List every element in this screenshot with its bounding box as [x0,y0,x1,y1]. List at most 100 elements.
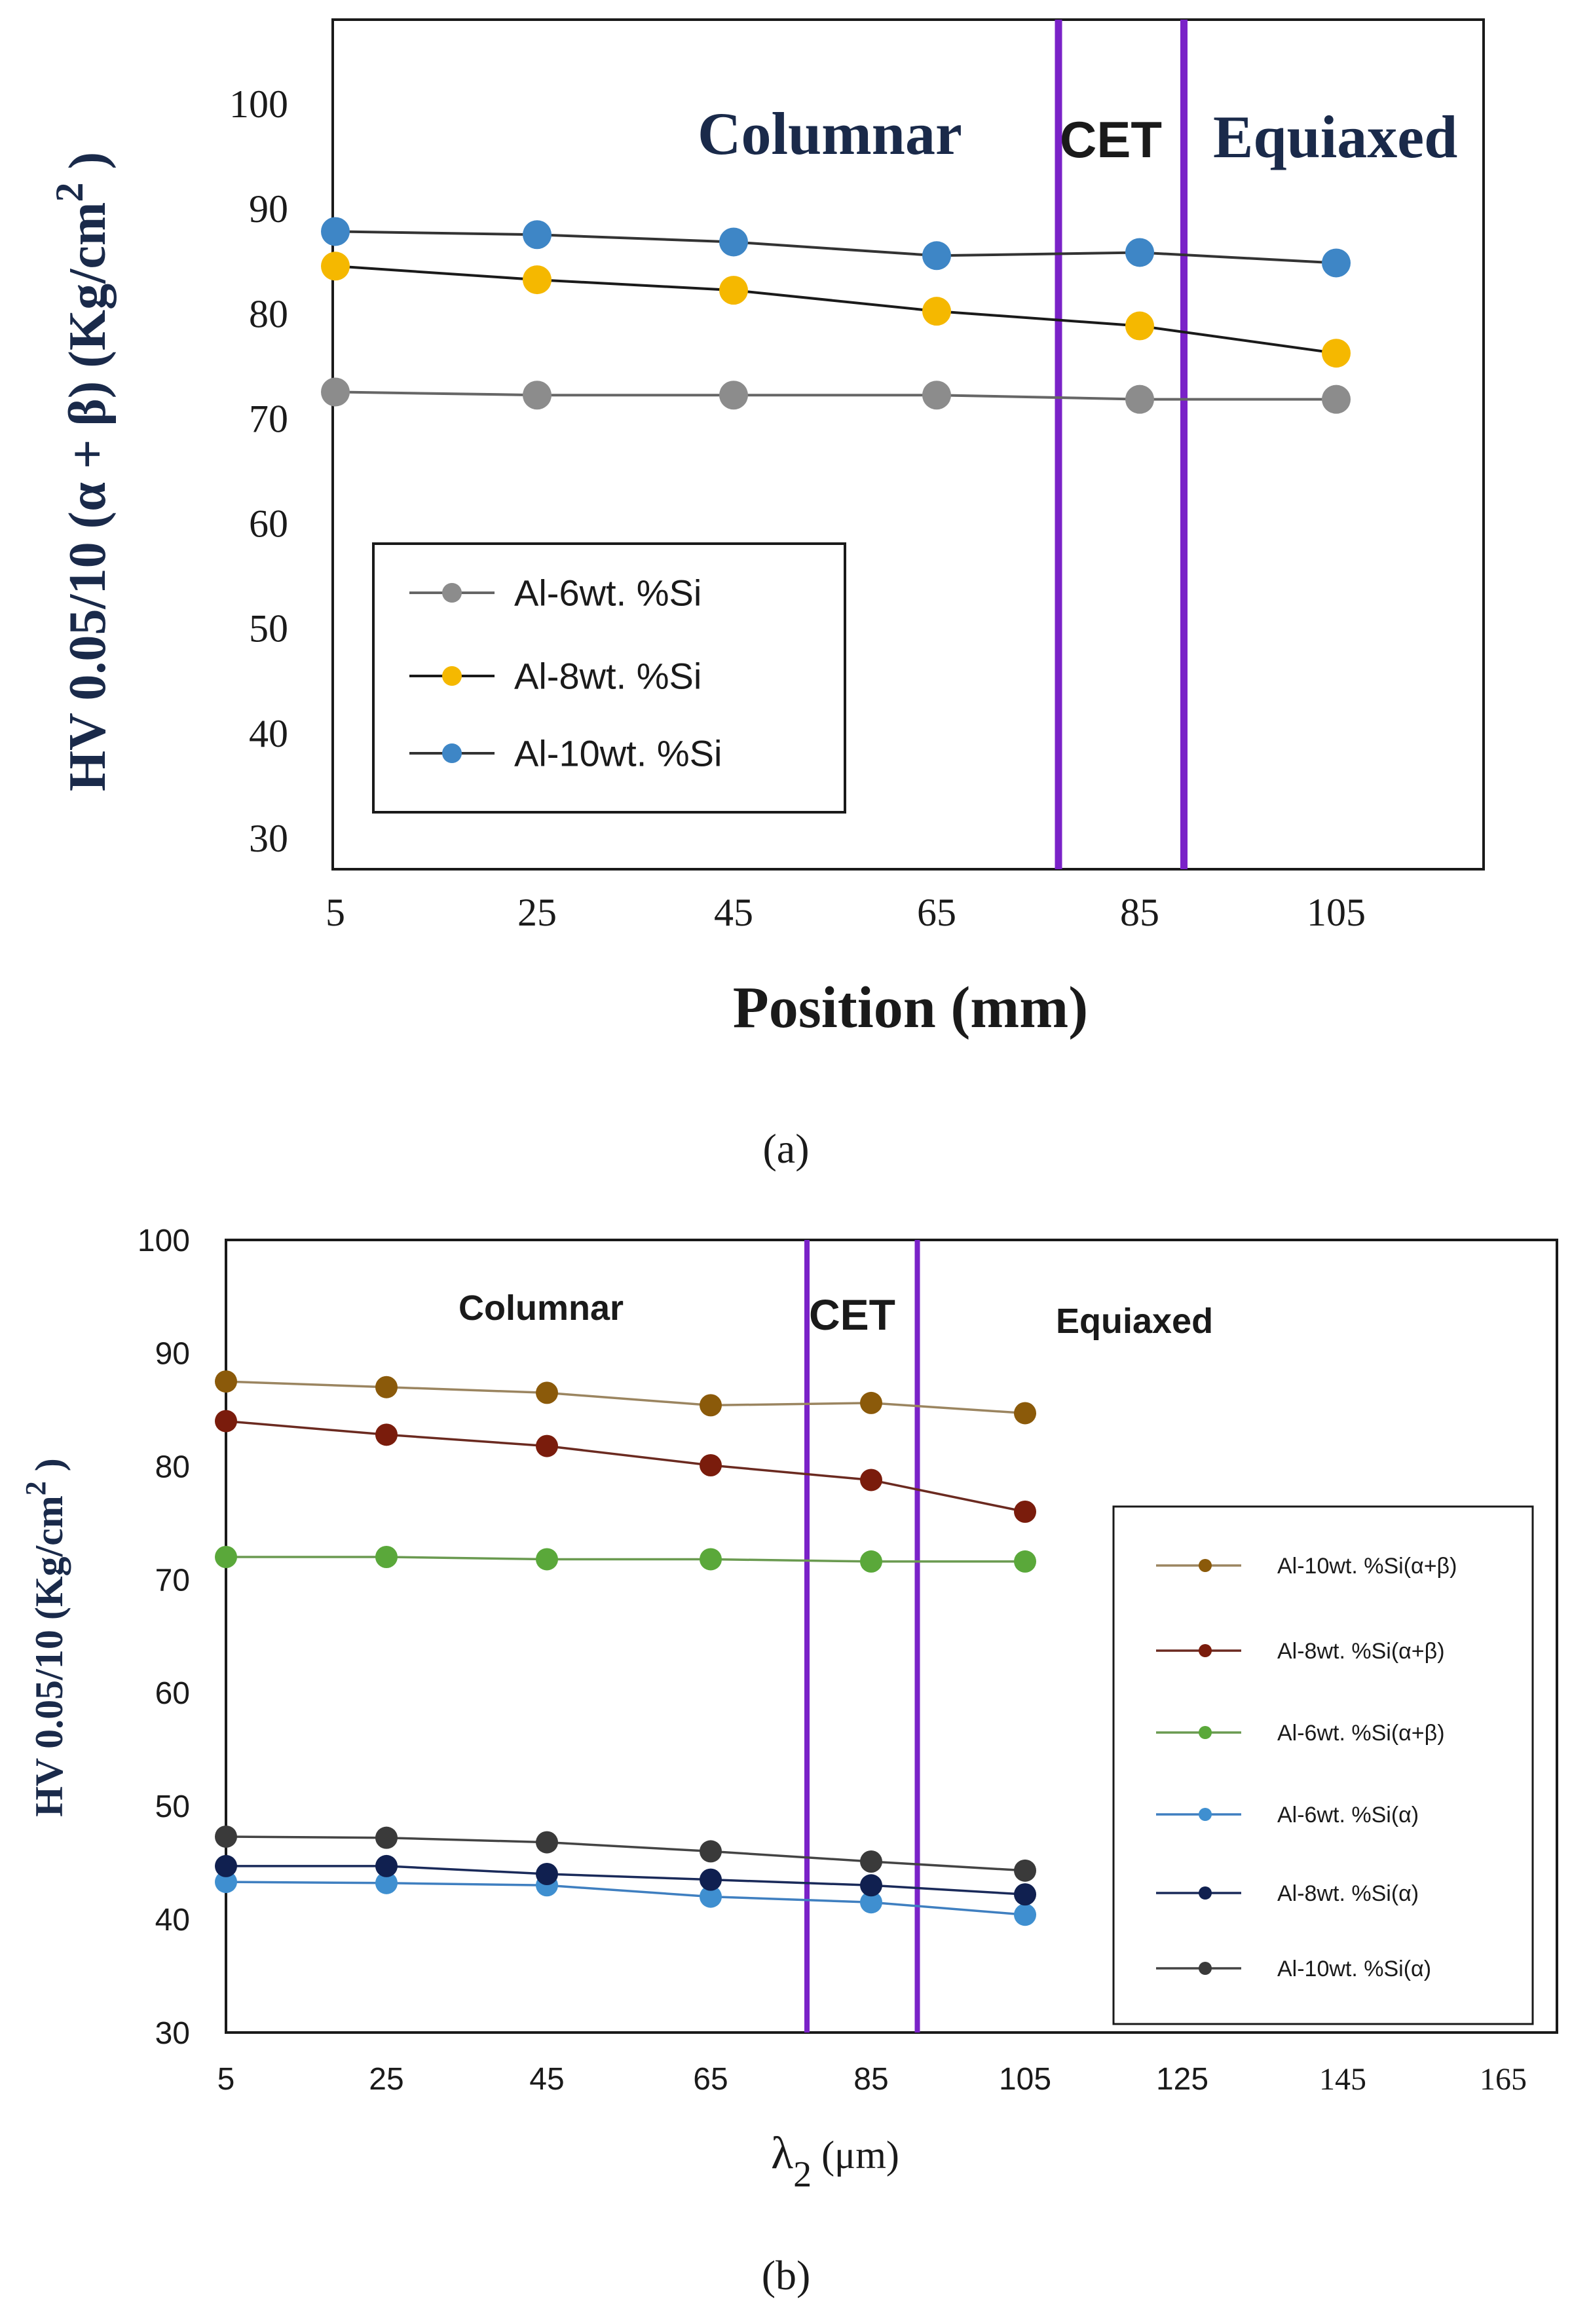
data-point-a-al-6wt-si-65 [922,381,951,410]
y-tick-label-a-30: 30 [249,817,288,860]
y-axis-label-a: HV 0.05/10 (α + β) (Kg/cm2 ) [48,152,117,791]
x-tick-label-a-105: 105 [1307,891,1366,934]
data-point-a-al-10wt-si-65 [922,241,951,271]
y-axis-label-b-main: HV 0.05/10 (Kg/cm [28,1495,71,1817]
legend-label-b-al-6wt-si: Al-6wt. %Si(α+β) [1277,1721,1445,1746]
data-point-b-al-8wt-si-45 [536,1434,558,1457]
series-line-b-al-6wt-si [226,1556,1025,1563]
legend-b: Al-10wt. %Si(α+β) Al-8wt. %Si(α+β) Al-6wt.… [1112,1505,1534,2025]
data-point-a-al-6wt-si-105 [1322,384,1351,414]
region-label-columnar-a: Columnar [698,100,962,167]
data-point-b-al-10wt-si-85 [860,1391,882,1414]
series-line-b-al-10wt-si [225,1835,1026,1872]
region-label-equiaxed-a: Equiaxed [1213,103,1457,170]
x-tick-label-a-25: 25 [517,891,557,934]
region-label-columnar-b: Columnar [458,1288,624,1328]
legend-label-a-al-10wt-si: Al-10wt. %Si [514,733,722,774]
data-point-b-al-8wt-si-65 [700,1868,722,1891]
legend-marker-b-al-8wt-si [1199,1644,1212,1657]
legend-marker-a-al-10wt-si [442,743,462,763]
data-point-a-al-8wt-si-85 [1125,311,1154,341]
data-point-b-al-10wt-si-45 [536,1831,558,1854]
x-axis-label-b-main: λ [771,2128,793,2179]
data-point-b-al-10wt-si-65 [700,1394,722,1417]
y-tick-label-b-100: 100 [138,1224,190,1258]
series-line-b-al-6wt-si [225,1881,1026,1916]
data-point-a-al-8wt-si-45 [719,276,748,305]
data-point-a-al-10wt-si-5 [321,217,350,246]
series-line-b-al-10wt-si [225,1380,1026,1415]
legend-a: Al-6wt. %Si Al-8wt. %Si Al-10wt. %Si [372,542,846,814]
series-line-a-al-10wt-si [335,230,1337,265]
y-axis-label-a-main: HV 0.05/10 (α + β) (Kg/cm [59,202,117,791]
legend-label-b-al-8wt-si: Al-8wt. %Si(α+β) [1277,1639,1445,1664]
data-point-b-al-8wt-si-25 [375,1854,398,1877]
x-tick-label-b-65: 65 [693,2062,728,2097]
x-tick-label-a-5: 5 [326,891,345,934]
legend-marker-b-al-6wt-si [1199,1726,1212,1739]
legend-marker-a-al-6wt-si [442,583,462,603]
y-tick-label-a-70: 70 [249,397,288,440]
data-point-b-al-8wt-si-65 [700,1453,722,1476]
data-point-b-al-10wt-si-65 [700,1840,722,1863]
legend-marker-b-al-8wt-si [1199,1886,1212,1900]
series-line-a-al-8wt-si [335,265,1337,355]
y-tick-label-a-50: 50 [249,607,288,650]
region-label-equiaxed-b: Equiaxed [1056,1302,1213,1341]
x-axis-label-b-unit: (μm) [812,2133,899,2177]
data-point-a-al-8wt-si-105 [1322,339,1351,368]
x-tick-label-b-45: 45 [529,2062,564,2097]
data-point-b-al-6wt-si-5 [215,1546,237,1568]
y-tick-label-b-30: 30 [155,2016,190,2051]
y-tick-label-b-70: 70 [155,1563,190,1598]
y-tick-label-a-90: 90 [249,187,288,231]
y-tick-label-b-80: 80 [155,1450,190,1485]
x-tick-label-b-165: 165 [1480,2062,1527,2097]
data-point-b-al-10wt-si-25 [375,1826,398,1849]
legend-label-a-al-8wt-si: Al-8wt. %Si [514,656,702,697]
y-tick-label-b-60: 60 [155,1676,190,1711]
data-point-a-al-8wt-si-25 [523,265,552,295]
y-axis-label-b-sup: 2 [20,1481,52,1495]
legend-label-b-al-10wt-si: Al-10wt. %Si(α+β) [1277,1554,1457,1579]
legend-marker-b-al-6wt-si [1199,1808,1212,1821]
data-point-a-al-6wt-si-5 [321,377,350,407]
data-point-a-al-10wt-si-85 [1125,238,1154,267]
data-point-b-al-6wt-si-45 [536,1548,558,1571]
data-point-b-al-10wt-si-5 [215,1370,237,1393]
data-point-b-al-10wt-si-105 [1014,1859,1036,1882]
data-point-b-al-8wt-si-5 [215,1410,237,1433]
data-point-b-al-8wt-si-85 [860,1874,882,1897]
legend-marker-b-al-10wt-si [1199,1559,1212,1572]
data-point-b-al-8wt-si-25 [375,1423,398,1446]
y-tick-label-a-60: 60 [249,502,288,546]
series-line-b-al-8wt-si [226,1865,1026,1896]
panel-label-a: (a) [762,1125,809,1172]
series-line-a-al-6wt-si [335,390,1336,401]
y-tick-label-b-50: 50 [155,1790,190,1824]
legend-label-b-al-6wt-si: Al-6wt. %Si(α) [1277,1803,1419,1827]
data-point-a-al-10wt-si-45 [719,227,748,257]
x-tick-label-b-85: 85 [853,2062,888,2097]
y-tick-label-a-80: 80 [249,292,288,335]
y-tick-label-a-100: 100 [229,83,288,126]
data-point-b-al-8wt-si-85 [860,1469,882,1491]
data-point-b-al-6wt-si-65 [700,1548,722,1571]
x-tick-label-b-145: 145 [1319,2062,1366,2097]
region-label-cet-a: CET [1060,111,1162,168]
data-point-a-al-8wt-si-65 [922,297,951,326]
series-line-b-al-8wt-si [225,1419,1026,1513]
x-tick-label-b-5: 5 [217,2062,235,2097]
data-point-b-al-8wt-si-105 [1014,1883,1036,1906]
data-point-b-al-10wt-si-45 [536,1381,558,1404]
data-point-a-al-10wt-si-105 [1322,248,1351,278]
data-point-b-al-6wt-si-25 [375,1871,398,1894]
data-point-b-al-6wt-si-85 [860,1550,882,1573]
data-point-b-al-6wt-si-65 [700,1885,722,1908]
y-tick-label-b-40: 40 [155,1903,190,1938]
data-point-a-al-10wt-si-25 [523,220,552,250]
data-point-a-al-8wt-si-5 [321,252,350,281]
